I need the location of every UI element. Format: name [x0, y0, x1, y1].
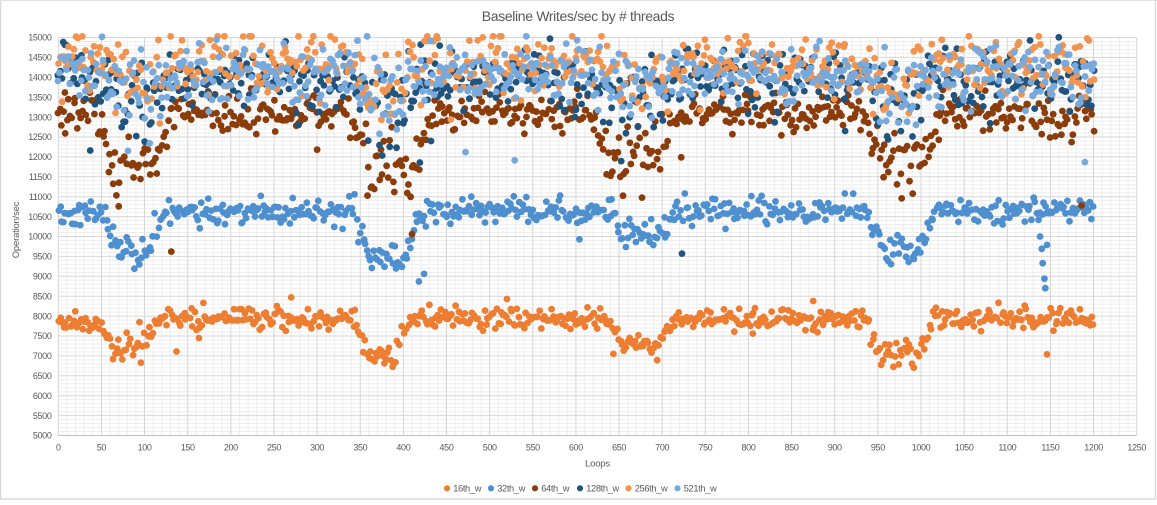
svg-text:50: 50: [97, 443, 107, 453]
svg-text:250: 250: [267, 443, 281, 453]
svg-text:256th_w: 256th_w: [635, 484, 668, 494]
svg-text:13000: 13000: [28, 112, 52, 122]
svg-text:600: 600: [569, 443, 583, 453]
svg-text:9500: 9500: [33, 252, 52, 262]
svg-text:750: 750: [698, 443, 712, 453]
svg-text:700: 700: [655, 443, 669, 453]
svg-text:0: 0: [56, 443, 61, 453]
svg-text:9000: 9000: [33, 272, 52, 282]
svg-text:1000: 1000: [912, 443, 931, 453]
svg-text:32th_w: 32th_w: [497, 484, 526, 494]
svg-text:1050: 1050: [955, 443, 974, 453]
svg-text:5500: 5500: [33, 411, 52, 421]
svg-text:350: 350: [353, 443, 367, 453]
svg-text:650: 650: [612, 443, 626, 453]
svg-text:521th_w: 521th_w: [684, 484, 717, 494]
svg-text:14000: 14000: [28, 73, 52, 83]
svg-text:11500: 11500: [29, 172, 52, 182]
svg-text:7500: 7500: [33, 331, 52, 341]
svg-text:6500: 6500: [33, 371, 52, 381]
svg-text:6000: 6000: [33, 391, 52, 401]
svg-text:Operation/sec: Operation/sec: [11, 201, 22, 258]
svg-text:12500: 12500: [28, 132, 52, 142]
svg-text:11000: 11000: [29, 192, 52, 202]
svg-text:300: 300: [310, 443, 324, 453]
svg-text:150: 150: [181, 443, 195, 453]
svg-text:400: 400: [396, 443, 410, 453]
svg-text:200: 200: [224, 443, 238, 453]
svg-text:1150: 1150: [1041, 443, 1059, 453]
svg-text:13500: 13500: [28, 92, 52, 102]
svg-text:Loops: Loops: [585, 459, 610, 470]
svg-text:7000: 7000: [33, 351, 52, 361]
svg-text:1100: 1100: [998, 443, 1016, 453]
svg-text:800: 800: [742, 443, 756, 453]
svg-text:64th_w: 64th_w: [541, 484, 570, 494]
svg-text:10000: 10000: [28, 232, 52, 242]
svg-text:1250: 1250: [1127, 443, 1146, 453]
svg-text:16th_w: 16th_w: [453, 484, 482, 494]
svg-text:8500: 8500: [33, 291, 52, 301]
svg-text:850: 850: [785, 443, 799, 453]
svg-text:12000: 12000: [28, 152, 52, 162]
svg-text:950: 950: [871, 443, 885, 453]
svg-text:14500: 14500: [28, 53, 52, 63]
svg-text:128th_w: 128th_w: [586, 484, 619, 494]
svg-text:550: 550: [526, 443, 540, 453]
svg-text:5000: 5000: [33, 431, 52, 441]
svg-text:Baseline Writes/sec by # threa: Baseline Writes/sec by # threads: [482, 8, 675, 24]
svg-text:1200: 1200: [1084, 443, 1103, 453]
svg-text:500: 500: [483, 443, 497, 453]
svg-text:100: 100: [138, 443, 152, 453]
svg-text:450: 450: [440, 443, 454, 453]
svg-text:900: 900: [828, 443, 842, 453]
svg-text:8000: 8000: [33, 311, 52, 321]
svg-text:15000: 15000: [28, 33, 52, 43]
svg-text:10500: 10500: [28, 212, 52, 222]
